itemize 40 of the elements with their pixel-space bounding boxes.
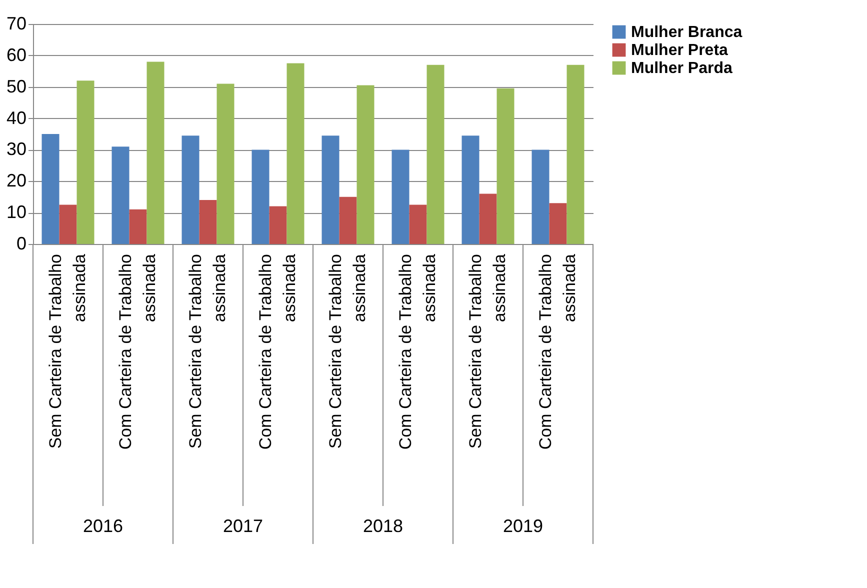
bar [479, 194, 497, 244]
bar [286, 63, 304, 244]
y-tick-label: 40 [6, 108, 26, 128]
bar [409, 204, 427, 244]
y-tick-label: 30 [6, 139, 26, 160]
y-tick-label: 60 [6, 44, 26, 65]
x-tick-label: Sem Carteira de Trabalho assinada [46, 253, 89, 449]
bar [216, 84, 234, 244]
bar [76, 80, 94, 244]
y-tick-label: 20 [6, 170, 26, 191]
legend-label: Mulher Parda [631, 60, 732, 77]
y-tick-label: 70 [6, 14, 26, 34]
text: 2016 [82, 516, 124, 536]
bar [549, 203, 567, 244]
bar [496, 88, 514, 244]
text: 2018 [362, 516, 404, 536]
y-tick-label: 0 [16, 234, 26, 254]
bar [532, 150, 550, 244]
bar [566, 64, 584, 244]
bar [426, 64, 444, 244]
y-tick-label: 10 [6, 202, 26, 222]
bar [322, 136, 340, 244]
bar [356, 85, 374, 244]
legend-label: Mulher Preta [631, 42, 728, 59]
bar [59, 204, 77, 244]
bar [146, 62, 164, 244]
bar [112, 146, 130, 244]
y-tick-label: 50 [6, 76, 26, 96]
bar [129, 209, 147, 244]
bar [269, 206, 287, 244]
bar [182, 136, 200, 244]
text: 2017 [222, 516, 264, 536]
bar [339, 196, 357, 244]
bar [392, 150, 410, 244]
bar [199, 200, 217, 244]
legend-label: Mulher Branca [631, 24, 742, 41]
bar [462, 136, 480, 244]
text: 2019 [502, 516, 544, 536]
bar [252, 150, 270, 244]
bar [42, 134, 60, 244]
